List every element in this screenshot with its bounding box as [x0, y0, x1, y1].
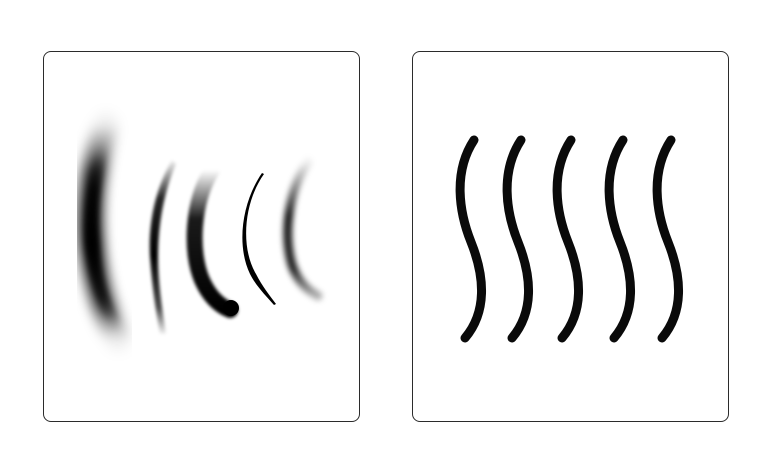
soft-tapered-stroke — [283, 157, 323, 301]
brush-samples-canvas — [78, 112, 323, 352]
soft-airbrush-core — [85, 146, 120, 328]
dry-tapered-stroke — [149, 160, 176, 334]
thin-ink-stroke — [242, 173, 276, 305]
wave-strokes-canvas — [455, 135, 684, 343]
wave-stroke-2 — [502, 135, 534, 343]
marker-round-end-stroke — [186, 162, 239, 318]
wave-stroke-1 — [455, 135, 487, 343]
brush-samples-panel — [43, 51, 360, 422]
wave-strokes-panel — [412, 51, 729, 422]
wave-stroke-5 — [652, 135, 684, 343]
wave-stroke-4 — [604, 135, 636, 343]
wave-stroke-3 — [552, 135, 584, 343]
